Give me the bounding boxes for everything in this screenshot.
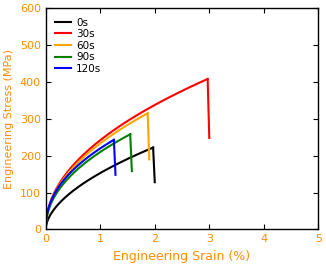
0s <box>111 164 115 168</box>
90s <box>71 172 75 175</box>
Y-axis label: Engineering Stress (MPa): Engineering Stress (MPa) <box>4 49 14 189</box>
120s <box>93 150 97 154</box>
120s <box>44 226 48 230</box>
30s <box>96 140 100 143</box>
60s <box>77 160 81 163</box>
Line: 120s: 120s <box>46 140 114 228</box>
30s <box>44 227 48 230</box>
120s <box>66 174 70 177</box>
90s <box>105 146 109 150</box>
Line: 0s: 0s <box>46 148 153 229</box>
90s <box>54 193 58 196</box>
90s <box>77 166 81 170</box>
90s <box>44 227 48 230</box>
30s <box>63 173 67 176</box>
90s <box>105 146 109 149</box>
0s <box>79 184 83 187</box>
60s <box>146 112 150 115</box>
30s <box>146 107 150 111</box>
0s <box>121 159 125 163</box>
60s <box>84 153 88 156</box>
Line: 90s: 90s <box>46 134 130 228</box>
120s <box>112 138 116 142</box>
Line: 30s: 30s <box>46 79 208 228</box>
120s <box>87 155 91 158</box>
60s <box>108 135 112 138</box>
X-axis label: Engineering Srain (%): Engineering Srain (%) <box>113 250 251 263</box>
90s <box>128 133 132 136</box>
30s <box>206 77 210 81</box>
120s <box>52 193 56 197</box>
0s <box>44 227 48 231</box>
60s <box>118 128 122 131</box>
Line: 60s: 60s <box>46 113 148 228</box>
60s <box>56 186 60 189</box>
30s <box>108 131 112 135</box>
60s <box>44 227 48 230</box>
30s <box>161 99 165 102</box>
60s <box>117 128 121 132</box>
0s <box>151 146 155 149</box>
0s <box>86 179 90 182</box>
90s <box>97 151 101 155</box>
120s <box>93 150 97 154</box>
0s <box>57 202 61 206</box>
0s <box>122 159 126 162</box>
120s <box>71 169 75 172</box>
Legend: 0s, 30s, 60s, 90s, 120s: 0s, 30s, 60s, 90s, 120s <box>51 13 105 78</box>
30s <box>161 99 165 102</box>
